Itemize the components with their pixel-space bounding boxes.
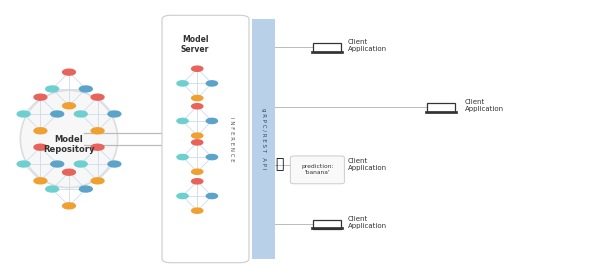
- Circle shape: [206, 118, 218, 123]
- Circle shape: [79, 86, 92, 92]
- Circle shape: [79, 186, 92, 192]
- Bar: [311, 169, 343, 171]
- Circle shape: [177, 81, 188, 86]
- Circle shape: [62, 203, 76, 209]
- Text: Client
Application: Client Application: [348, 216, 387, 229]
- Circle shape: [46, 186, 59, 192]
- Bar: [311, 51, 343, 53]
- Circle shape: [108, 161, 121, 167]
- FancyBboxPatch shape: [290, 156, 344, 184]
- Circle shape: [74, 161, 87, 167]
- Circle shape: [177, 118, 188, 123]
- Text: Model
Server: Model Server: [181, 35, 209, 54]
- Circle shape: [206, 155, 218, 160]
- Circle shape: [74, 111, 87, 117]
- Text: 🍌: 🍌: [275, 157, 283, 171]
- Bar: [252, 19, 275, 259]
- Circle shape: [177, 155, 188, 160]
- Circle shape: [206, 193, 218, 198]
- Circle shape: [191, 66, 203, 71]
- Circle shape: [191, 208, 203, 213]
- Circle shape: [62, 169, 76, 175]
- Circle shape: [62, 69, 76, 75]
- Circle shape: [17, 161, 30, 167]
- Circle shape: [34, 178, 47, 184]
- Bar: [425, 111, 457, 113]
- Text: Client
Application: Client Application: [348, 158, 387, 170]
- Circle shape: [91, 94, 104, 100]
- Circle shape: [51, 161, 64, 167]
- Text: prediction:
'banana': prediction: 'banana': [301, 165, 334, 175]
- Bar: [311, 227, 343, 229]
- Bar: [313, 220, 341, 229]
- Ellipse shape: [20, 90, 118, 188]
- Circle shape: [34, 144, 47, 150]
- Circle shape: [91, 144, 104, 150]
- Circle shape: [177, 193, 188, 198]
- Bar: [427, 103, 455, 112]
- Circle shape: [46, 86, 59, 92]
- Text: Client
Application: Client Application: [348, 39, 387, 52]
- Circle shape: [191, 133, 203, 138]
- Text: Client
Application: Client Application: [465, 99, 504, 112]
- Bar: [313, 43, 341, 52]
- Circle shape: [191, 104, 203, 109]
- Circle shape: [191, 95, 203, 101]
- Circle shape: [51, 111, 64, 117]
- Circle shape: [191, 169, 203, 174]
- Circle shape: [108, 111, 121, 117]
- Circle shape: [191, 140, 203, 145]
- Bar: [313, 162, 341, 170]
- Circle shape: [206, 81, 218, 86]
- Text: I N F E R E N C E: I N F E R E N C E: [229, 117, 234, 161]
- Circle shape: [34, 128, 47, 134]
- Text: g R P C / R E S T   A P I: g R P C / R E S T A P I: [261, 108, 266, 170]
- Circle shape: [91, 178, 104, 184]
- Circle shape: [91, 128, 104, 134]
- Circle shape: [17, 111, 30, 117]
- Circle shape: [62, 103, 76, 109]
- Text: Model
Repository: Model Repository: [43, 135, 95, 154]
- Circle shape: [34, 94, 47, 100]
- Circle shape: [191, 179, 203, 184]
- FancyBboxPatch shape: [162, 15, 249, 263]
